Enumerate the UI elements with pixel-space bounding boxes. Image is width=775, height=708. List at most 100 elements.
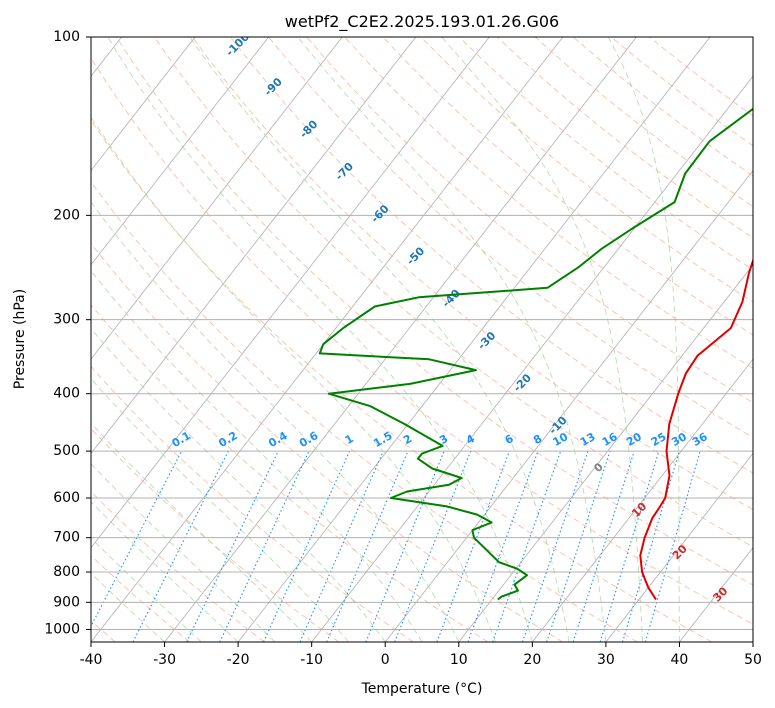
dry-adiabat-label: -20: [511, 371, 534, 394]
y-tick-label: 800: [53, 564, 80, 580]
mixing-ratio-line: [599, 450, 660, 642]
dry-adiabat-line: [496, 37, 753, 239]
x-tick-label: 0: [381, 652, 390, 668]
dewpoint-profile: [318, 107, 753, 601]
mixing-ratio-label: 1.5: [371, 429, 394, 450]
x-tick-label: 40: [671, 652, 689, 668]
dry-adiabat-line: [420, 37, 753, 303]
chart-title: wetPf2_C2E2.2025.193.01.26.G06: [285, 12, 559, 32]
dry-adiabat-label: -100: [223, 30, 252, 59]
x-tick-label: -40: [80, 652, 103, 668]
moist-adiabat-line: [91, 116, 497, 642]
dry-adiabat-label: -60: [368, 202, 391, 225]
mixing-ratio-line: [546, 450, 611, 642]
mixing-ratio-line: [436, 450, 511, 642]
x-tick-label: 50: [744, 652, 762, 668]
moist-adiabat-line: [91, 572, 165, 642]
x-tick-label: 20: [523, 652, 541, 668]
y-axis-label: Pressure (hPa): [12, 289, 28, 389]
dry-adiabat-line: [91, 242, 563, 642]
mixing-ratio-label: 0.2: [216, 429, 239, 450]
mixing-ratio-label: 25: [649, 430, 669, 449]
moist-adiabat-line: [91, 537, 202, 642]
mixing-ratio-line: [467, 450, 539, 642]
isotherm-line: [384, 169, 753, 642]
dry-adiabat-line: [91, 428, 340, 642]
y-tick-label: 200: [53, 207, 80, 223]
moist-adiabat-line: [91, 201, 460, 642]
mixing-ratio-label: 6: [503, 432, 516, 447]
mixing-ratio-line: [219, 450, 310, 642]
mixing-ratio-label: 2: [401, 432, 414, 447]
dry-adiabats: [91, 37, 753, 642]
temperature-profile: [639, 257, 753, 601]
plot-frame: [90, 36, 754, 643]
mixing-ratio-line: [326, 450, 409, 642]
mixing-ratio-line: [186, 450, 279, 642]
y-tick-label: 600: [53, 490, 80, 506]
dry-adiabat-line: [91, 304, 489, 642]
mixing-ratio-line: [299, 450, 384, 642]
moist-adiabats: [91, 37, 680, 642]
profiles: [318, 107, 753, 601]
dry-adiabat-label: -50: [404, 244, 427, 267]
y-tick-label: 100: [53, 29, 80, 45]
dry-adiabat-line: [91, 554, 190, 642]
mixing-ratio-line: [263, 450, 351, 642]
isotherm-line: [532, 358, 753, 642]
dry-adiabat-line: [649, 37, 753, 117]
dry-adiabat-line: [91, 365, 414, 642]
dry-adiabat-line: [91, 491, 265, 642]
isotherm-line: [91, 37, 269, 266]
dry-adiabat-line: [154, 37, 753, 548]
moist-adiabat-line: [441, 37, 644, 642]
isotherm-line: [91, 37, 490, 549]
guide-labels: -100-90-80-70-60-50-40-30-20-10010203040…: [170, 30, 771, 647]
dry-adiabat-label: -70: [333, 160, 356, 183]
x-tick-label: 30: [597, 652, 615, 668]
dry-adiabat-line: [230, 37, 753, 474]
isotherm-line: [164, 37, 637, 642]
mixing-ratio-label: 20: [624, 430, 644, 449]
moist-adiabat-line: [607, 37, 680, 642]
isotherm-line: [91, 37, 196, 172]
mixing-ratio-label: 0.1: [170, 429, 193, 450]
mixing-ratio-label: 1: [343, 432, 356, 447]
dry-adiabat-line: [91, 181, 638, 642]
mixing-ratio-line: [91, 450, 183, 628]
dry-adiabat-label: -40: [440, 287, 463, 310]
x-tick-label: 10: [450, 652, 468, 668]
isotherm-line: [91, 37, 343, 360]
isotherm-line: [91, 37, 417, 455]
x-tick-label: -30: [153, 652, 176, 668]
dry-adiabat-label: 30: [710, 584, 730, 604]
dry-adiabat-line: [306, 37, 753, 404]
dry-adiabat-line: [192, 37, 753, 511]
mixing-ratio-label: 16: [600, 430, 620, 449]
y-tick-label: 1000: [44, 621, 80, 637]
dry-adiabat-line: [91, 57, 753, 625]
moist-adiabat-line: [189, 37, 570, 642]
mixing-ratio-label: 8: [531, 432, 544, 447]
dry-adiabat-label: 10: [629, 500, 649, 520]
mixing-ratio-lines: [91, 450, 701, 642]
moist-adiabat-line: [91, 327, 386, 642]
moist-adiabat-line: [91, 463, 276, 642]
mixing-ratio-line: [132, 450, 229, 642]
moist-adiabat-line: [91, 270, 423, 642]
mixing-ratio-line: [622, 450, 680, 642]
plot-area: -100-90-80-70-60-50-40-30-20-10010203040…: [91, 30, 771, 647]
moist-adiabat-line: [297, 37, 607, 642]
mixing-ratio-line: [365, 450, 445, 642]
x-axis-ticks: -40 -30 -20 -10 0 10 20 30 40 50: [80, 642, 762, 668]
dry-adiabat-label: -90: [262, 75, 285, 98]
x-tick-label: -20: [227, 652, 250, 668]
x-axis-label: Temperature (°C): [361, 681, 483, 697]
y-tick-label: 500: [53, 443, 80, 459]
dry-adiabat-label: 40: [751, 627, 771, 647]
x-tick-label: -10: [300, 652, 323, 668]
mixing-ratio-line: [521, 450, 589, 642]
mixing-ratio-line: [572, 450, 635, 642]
dry-adiabat-line: [268, 37, 753, 439]
